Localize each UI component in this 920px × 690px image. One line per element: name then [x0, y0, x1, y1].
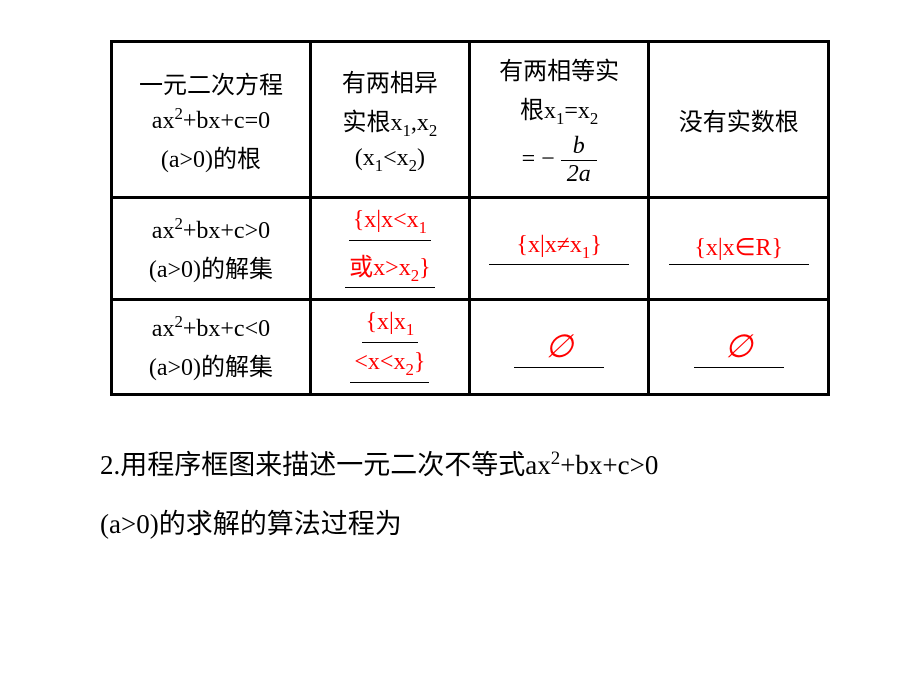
- h-c4: 没有实数根: [679, 110, 799, 136]
- r1-c1-l1a: ax: [152, 218, 175, 244]
- h-c2-l3c: ): [417, 145, 425, 171]
- row1-label: ax2+bx+c>0 (a>0)的解集: [112, 197, 311, 300]
- h-c2-l3a: (x: [355, 145, 375, 171]
- r1-c3-a: {x|x≠x: [516, 232, 582, 258]
- q-l1a: 2.用程序框图来描述一元二次不等式ax: [100, 450, 551, 480]
- r1-c4: {x|x∈R}: [694, 235, 783, 261]
- h-c3-eq: = −: [522, 146, 555, 172]
- header-cell-none: 没有实数根: [649, 42, 829, 198]
- frac-den: 2a: [561, 161, 597, 188]
- h-c3-l1: 有两相等实: [499, 59, 619, 85]
- h-c1-l2a: ax: [152, 108, 175, 134]
- h-c2-l1: 有两相异: [342, 71, 438, 97]
- header-cell-distinct: 有两相异 实根x1,x2 (x1<x2): [310, 42, 469, 198]
- r2-c2-l2a: <x<x: [354, 349, 405, 375]
- r2-c1-l1b: +bx+c<0: [183, 316, 270, 342]
- h-c3-l2a: 根x: [520, 98, 556, 124]
- quadratic-table: 一元二次方程 ax2+bx+c=0 (a>0)的根 有两相异 实根x1,x2 (…: [110, 40, 830, 396]
- table-row-less: ax2+bx+c<0 (a>0)的解集 {x|x1 <x<x2} ∅ ∅: [112, 300, 829, 395]
- header-cell-equation: 一元二次方程 ax2+bx+c=0 (a>0)的根: [112, 42, 311, 198]
- row2-answer-distinct: {x|x1 <x<x2}: [310, 300, 469, 395]
- h-c2-l3b: <x: [383, 145, 409, 171]
- row1-answer-none: {x|x∈R}: [649, 197, 829, 300]
- r2-c2-l1a: {x|x: [366, 309, 406, 335]
- row2-answer-none: ∅: [649, 300, 829, 395]
- r1-c2-l2a: 或x>x: [349, 255, 411, 281]
- header-cell-equal: 有两相等实 根x1=x2 = − b 2a: [469, 42, 649, 198]
- q-l2: (a>0)的求解的算法过程为: [100, 509, 402, 539]
- r1-c1-l2: (a>0)的解集: [149, 257, 273, 283]
- q-l1b: +bx+c>0: [560, 450, 658, 480]
- h-c1-l2b: +bx+c=0: [183, 108, 270, 134]
- table-header-row: 一元二次方程 ax2+bx+c=0 (a>0)的根 有两相异 实根x1,x2 (…: [112, 42, 829, 198]
- r2-c4: ∅: [725, 328, 753, 364]
- table-row-greater: ax2+bx+c>0 (a>0)的解集 {x|x<x1 或x>x2} {x|x≠…: [112, 197, 829, 300]
- fraction-icon: b 2a: [561, 133, 597, 188]
- h-c2-l2a: 实根x: [343, 110, 403, 136]
- question-text: 2.用程序框图来描述一元二次不等式ax2+bx+c>0 (a>0)的求解的算法过…: [100, 436, 840, 555]
- h-c1-l3: (a>0)的根: [161, 147, 261, 173]
- r1-c2-l2b: }: [419, 255, 431, 281]
- r2-c3: ∅: [545, 328, 573, 364]
- row2-answer-equal: ∅: [469, 300, 649, 395]
- row1-answer-distinct: {x|x<x1 或x>x2}: [310, 197, 469, 300]
- r2-c1-l2: (a>0)的解集: [149, 355, 273, 381]
- row2-label: ax2+bx+c<0 (a>0)的解集: [112, 300, 311, 395]
- h-c2-l2b: ,x: [411, 110, 429, 136]
- h-c1-l1: 一元二次方程: [139, 73, 283, 99]
- r2-c1-l1a: ax: [152, 316, 175, 342]
- r1-c3-b: }: [590, 232, 602, 258]
- row1-answer-equal: {x|x≠x1}: [469, 197, 649, 300]
- h-c3-l2b: =x: [564, 98, 590, 124]
- r2-c2-l2b: }: [414, 349, 426, 375]
- r1-c1-l1b: +bx+c>0: [183, 218, 270, 244]
- r1-c2-l1a: {x|x<x: [353, 207, 419, 233]
- frac-num: b: [561, 133, 597, 161]
